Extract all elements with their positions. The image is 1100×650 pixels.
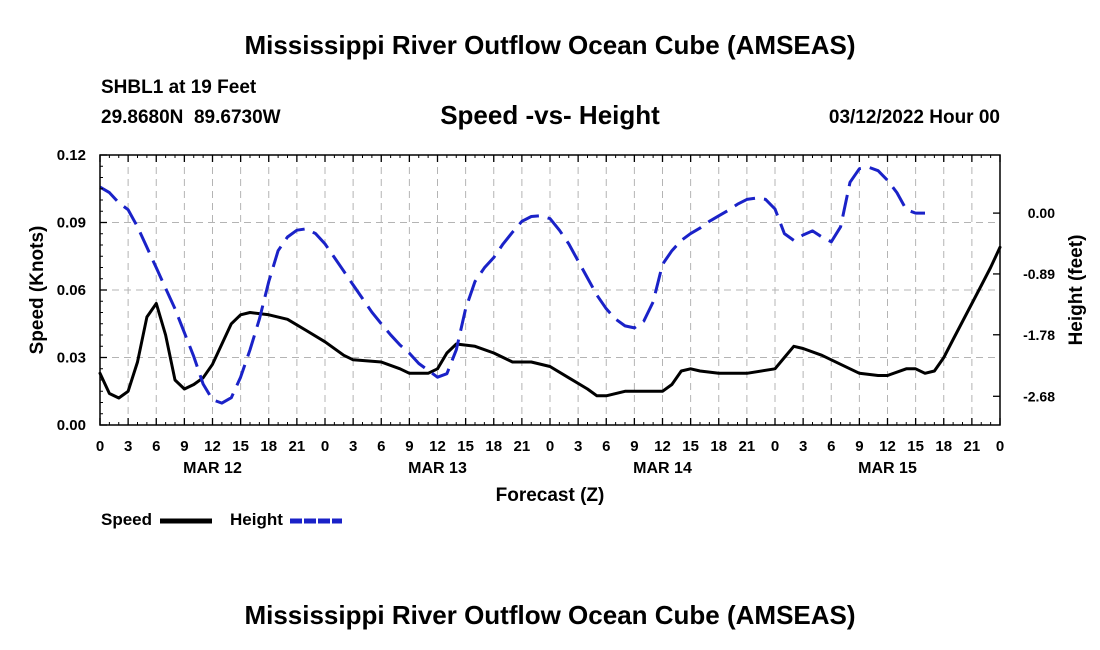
y-left-tick-label-0: 0.00 <box>57 417 86 434</box>
chart-title-top: Mississippi River Outflow Ocean Cube (AM… <box>244 30 856 60</box>
date-label-1: MAR 13 <box>408 460 467 477</box>
y-left-tick-label-3: 0.09 <box>57 215 86 232</box>
x-tick-label-19: 9 <box>630 438 638 455</box>
x-tick-label-11: 9 <box>405 438 413 455</box>
series-line-height <box>99 165 925 405</box>
legend-speed-label: Speed <box>101 510 153 529</box>
x-tick-label-2: 6 <box>152 438 160 455</box>
x-tick-label-9: 3 <box>349 438 357 455</box>
y-right-tick-label-1: -0.89 <box>1023 266 1055 282</box>
x-tick-label-28: 12 <box>879 438 896 455</box>
x-tick-label-26: 6 <box>827 438 835 455</box>
x-tick-label-24: 0 <box>771 438 779 455</box>
x-tick-label-5: 15 <box>232 438 249 455</box>
y-right-tick-label-2: -1.78 <box>1023 327 1055 343</box>
x-tick-label-16: 0 <box>546 438 554 455</box>
x-tick-label-4: 12 <box>204 438 221 455</box>
x-tick-label-15: 21 <box>514 438 531 455</box>
y-right-tick-label-3: -2.68 <box>1023 388 1055 404</box>
x-tick-label-12: 12 <box>429 438 446 455</box>
x-tick-label-31: 21 <box>964 438 981 455</box>
date-label-2: MAR 14 <box>633 460 692 477</box>
x-tick-label-3: 9 <box>180 438 188 455</box>
x-tick-label-6: 18 <box>260 438 277 455</box>
x-tick-label-13: 15 <box>457 438 474 455</box>
x-tick-label-18: 6 <box>602 438 610 455</box>
x-tick-label-23: 21 <box>739 438 756 455</box>
x-axis-title: Forecast (Z) <box>496 485 605 506</box>
y-left-tick-label-2: 0.06 <box>57 282 86 299</box>
coordinates-label: 29.8680N 89.6730W <box>101 107 281 128</box>
series-line-speed <box>98 245 1002 400</box>
x-tick-label-30: 18 <box>935 438 952 455</box>
datetime-label: 03/12/2022 Hour 00 <box>828 107 1000 128</box>
x-tick-label-27: 9 <box>855 438 863 455</box>
x-tick-label-8: 0 <box>321 438 329 455</box>
x-tick-label-29: 15 <box>907 438 924 455</box>
y-right-axis-title: Height (feet) <box>1066 235 1087 346</box>
x-tick-label-21: 15 <box>682 438 699 455</box>
x-tick-label-7: 21 <box>289 438 306 455</box>
x-tick-label-0: 0 <box>96 438 104 455</box>
y-left-tick-label-1: 0.03 <box>57 350 86 367</box>
x-tick-label-22: 18 <box>710 438 727 455</box>
date-label-3: MAR 15 <box>858 460 917 477</box>
x-tick-label-17: 3 <box>574 438 582 455</box>
x-tick-label-10: 6 <box>377 438 385 455</box>
station-label: SHBL1 at 19 Feet <box>101 77 257 98</box>
y-left-axis-title: Speed (Knots) <box>27 226 48 355</box>
y-right-tick-label-0: 0.00 <box>1028 205 1055 221</box>
x-tick-label-32: 0 <box>996 438 1004 455</box>
legend-height-label: Height <box>230 510 283 529</box>
chart-subtitle: Speed -vs- Height <box>440 100 660 130</box>
date-label-0: MAR 12 <box>183 460 242 477</box>
x-tick-label-14: 18 <box>485 438 502 455</box>
chart-title-bottom: Mississippi River Outflow Ocean Cube (AM… <box>244 600 856 630</box>
y-left-tick-label-4: 0.12 <box>57 147 86 164</box>
x-tick-label-20: 12 <box>654 438 671 455</box>
x-tick-label-25: 3 <box>799 438 807 455</box>
x-tick-label-1: 3 <box>124 438 132 455</box>
